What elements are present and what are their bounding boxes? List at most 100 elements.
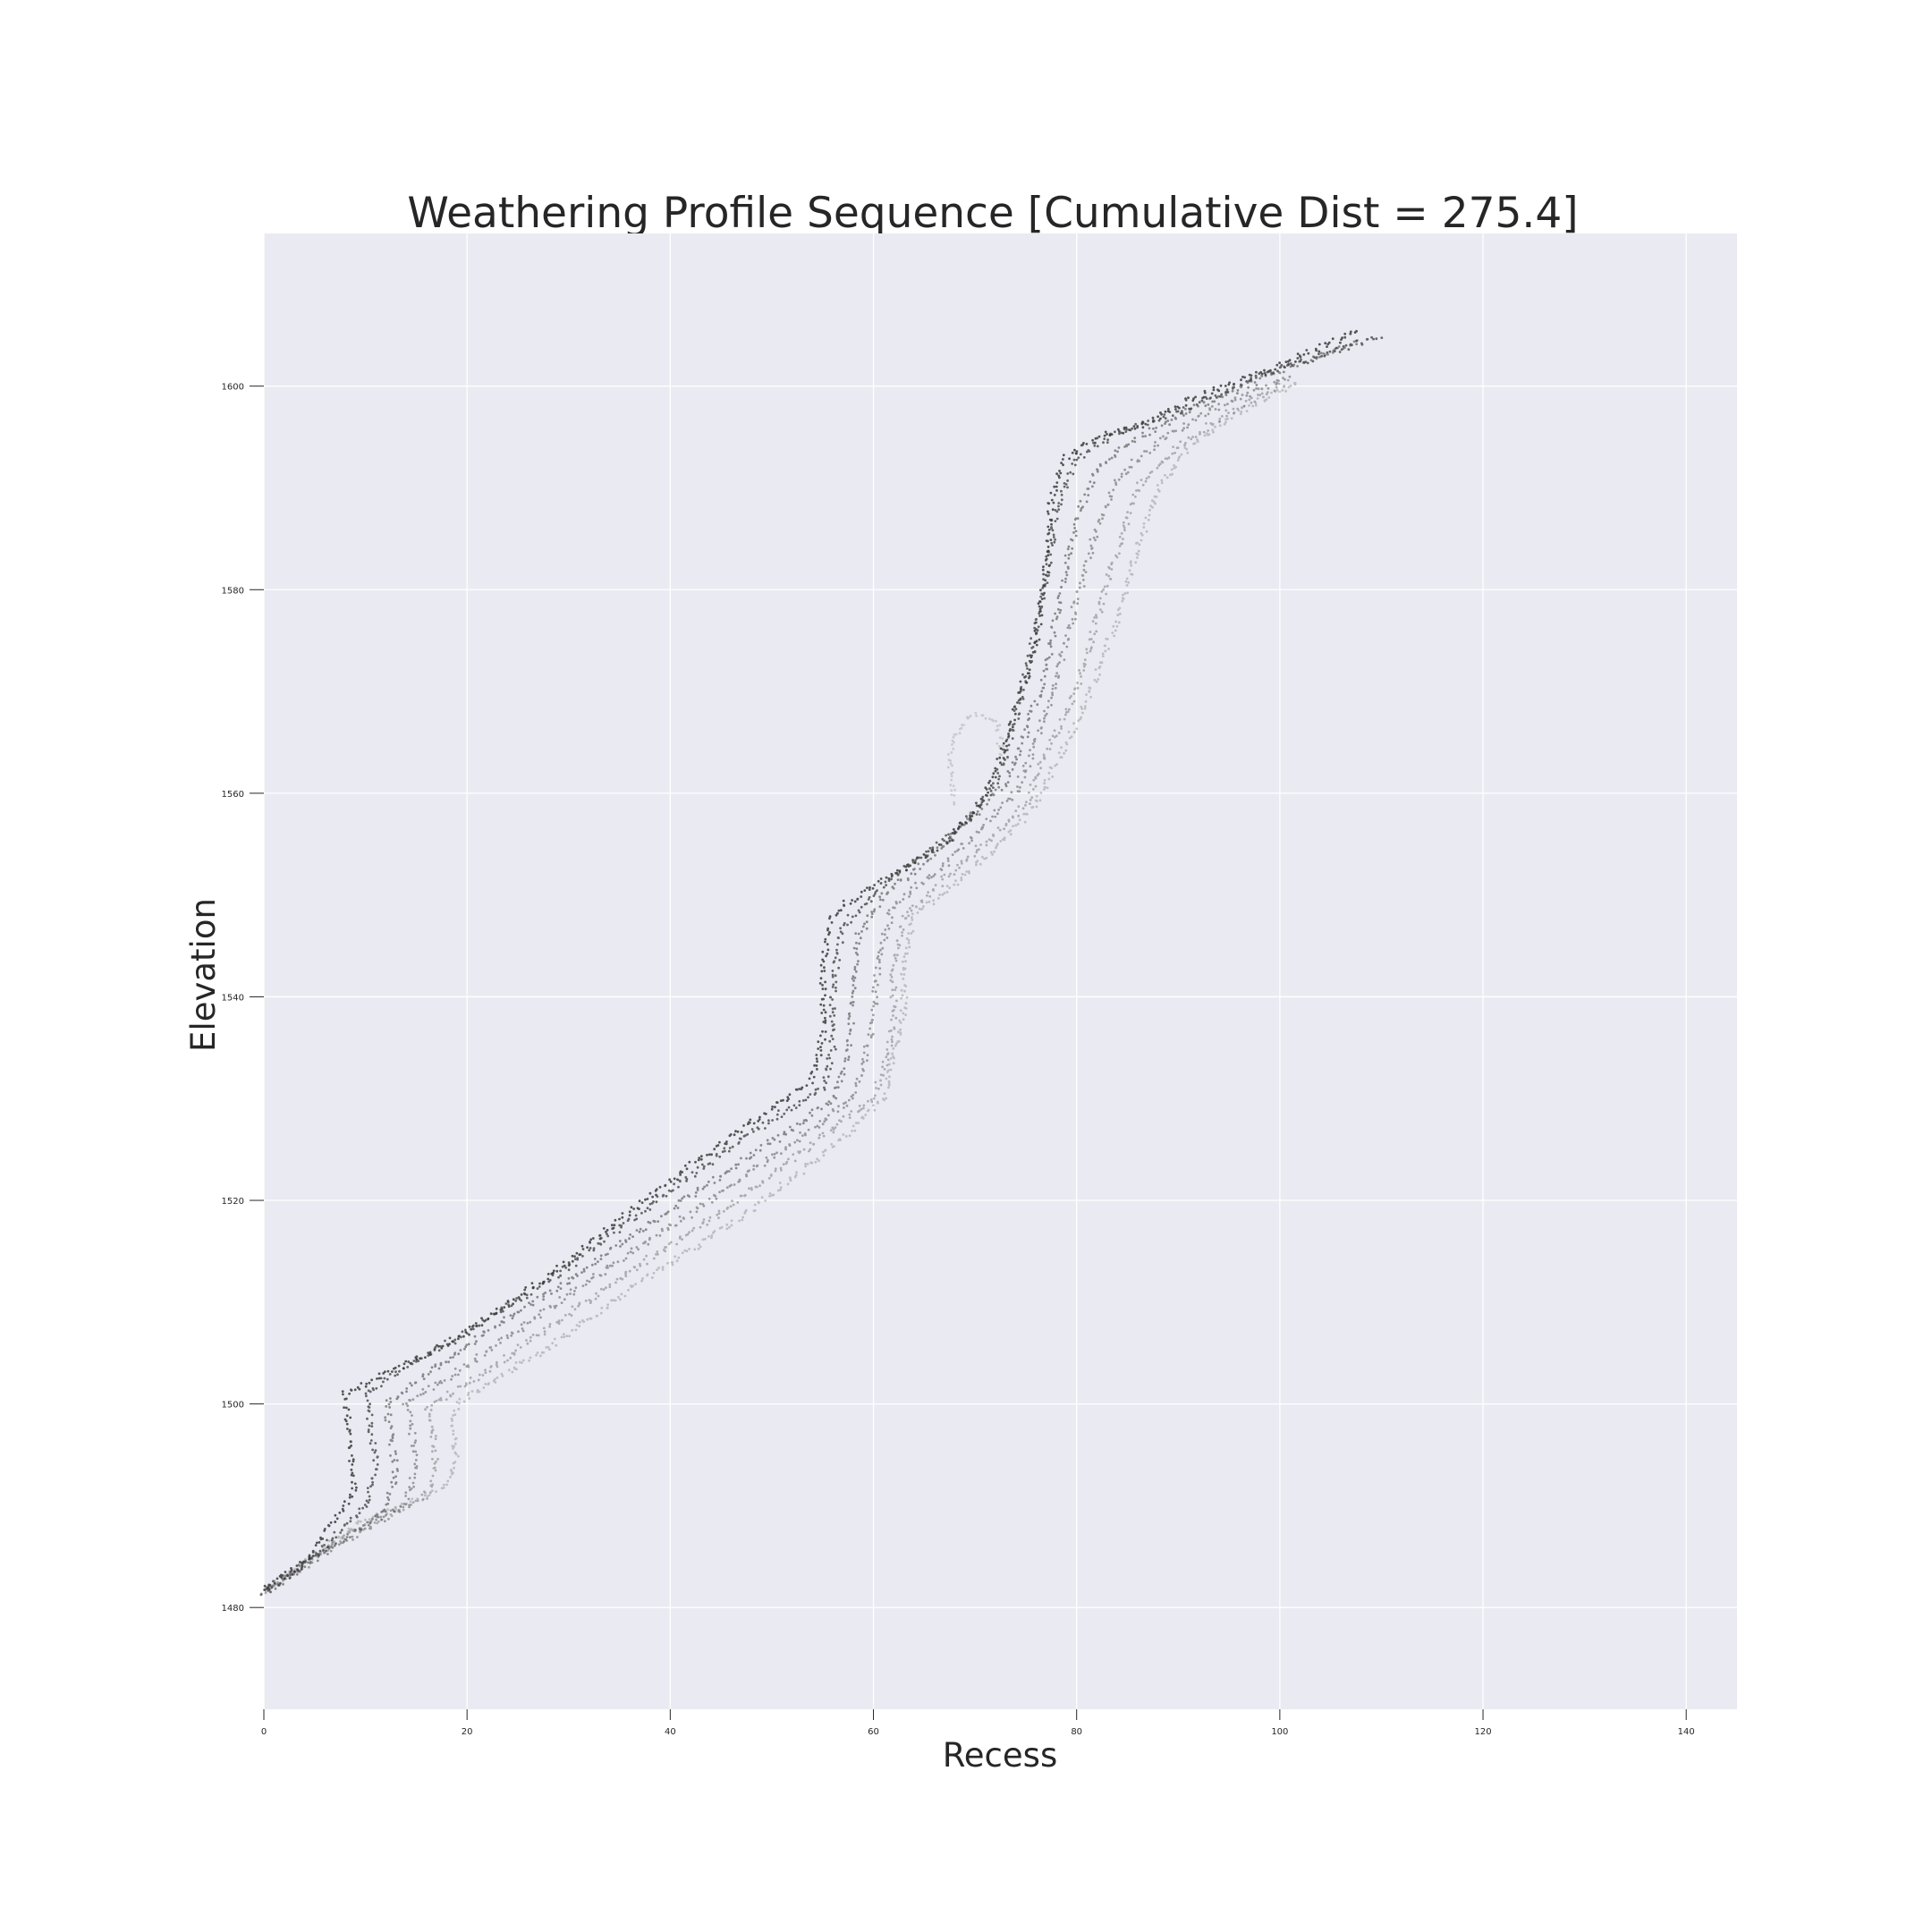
profile-point xyxy=(1043,720,1046,724)
profile-point xyxy=(980,714,984,716)
profile-point xyxy=(551,1342,555,1345)
profile-point xyxy=(710,1236,713,1240)
profile-point xyxy=(876,957,879,960)
profile-point xyxy=(752,1154,756,1157)
profile-point xyxy=(877,954,880,958)
profile-point xyxy=(318,1554,320,1557)
profile-point xyxy=(1153,495,1157,498)
profile-point xyxy=(938,894,941,896)
profile-point xyxy=(837,1075,841,1079)
profile-point xyxy=(850,1095,853,1098)
profile-point xyxy=(851,899,853,902)
profile-point xyxy=(1196,438,1199,441)
profile-point xyxy=(671,1261,674,1264)
profile-point xyxy=(1247,386,1250,389)
profile-point xyxy=(1220,393,1224,396)
profile-point xyxy=(767,1158,769,1162)
profile-point xyxy=(897,1030,900,1034)
profile-point xyxy=(368,1424,371,1428)
profile-point xyxy=(754,1185,758,1189)
profile-point xyxy=(480,1335,484,1337)
profile-point xyxy=(1114,554,1117,557)
profile-point xyxy=(1074,617,1077,621)
profile-point xyxy=(874,1094,877,1097)
profile-point xyxy=(902,973,906,976)
profile-point xyxy=(928,846,932,850)
profile-point xyxy=(765,1156,768,1159)
profile-point xyxy=(343,1534,345,1538)
profile-point xyxy=(837,909,841,912)
profile-point xyxy=(369,1521,372,1525)
profile-point xyxy=(1165,457,1169,461)
profile-point xyxy=(599,1236,603,1240)
profile-point xyxy=(900,972,902,976)
profile-point xyxy=(262,1588,266,1591)
profile-point xyxy=(932,875,936,877)
profile-point xyxy=(730,1167,733,1170)
profile-point xyxy=(370,1413,374,1417)
profile-point xyxy=(713,1182,716,1184)
profile-point xyxy=(619,1245,622,1248)
profile-point xyxy=(1030,637,1032,640)
profile-point xyxy=(1072,600,1076,604)
profile-point xyxy=(788,1176,792,1179)
profile-point xyxy=(458,1402,461,1405)
profile-point xyxy=(344,1406,348,1410)
profile-point xyxy=(950,793,953,796)
profile-point xyxy=(998,724,1002,727)
profile-point xyxy=(982,824,985,826)
profile-point xyxy=(839,927,842,930)
profile-point xyxy=(407,1497,411,1501)
profile-point xyxy=(594,1297,597,1301)
profile-point xyxy=(795,1088,799,1091)
profile-point xyxy=(1055,665,1059,668)
profile-point xyxy=(824,940,826,944)
profile-point xyxy=(661,1268,665,1271)
profile-point xyxy=(462,1400,466,1403)
profile-point xyxy=(431,1457,434,1461)
profile-point xyxy=(779,1186,783,1190)
profile-point xyxy=(1014,708,1018,711)
profile-point xyxy=(678,1179,682,1182)
profile-point xyxy=(1294,360,1297,363)
profile-point xyxy=(1079,581,1081,585)
profile-point xyxy=(1007,818,1011,822)
profile-point xyxy=(1098,597,1102,600)
profile-point xyxy=(832,1109,835,1113)
profile-point xyxy=(941,864,945,868)
profile-point xyxy=(327,1546,331,1550)
profile-point xyxy=(435,1399,438,1402)
profile-point xyxy=(996,843,999,845)
profile-point xyxy=(1254,403,1258,407)
profile-point xyxy=(980,826,984,829)
profile-point xyxy=(1058,718,1062,721)
profile-point xyxy=(1124,430,1128,433)
profile-point xyxy=(1258,394,1262,397)
profile-point xyxy=(851,1130,853,1132)
profile-point xyxy=(1289,365,1292,369)
profile-point xyxy=(786,1096,790,1098)
profile-point xyxy=(1131,427,1133,430)
profile-point xyxy=(816,1157,818,1161)
profile-point xyxy=(1255,376,1258,379)
profile-point xyxy=(1039,606,1043,609)
profile-point xyxy=(697,1158,700,1162)
profile-point xyxy=(1089,631,1092,633)
profile-point xyxy=(788,1143,791,1146)
profile-point xyxy=(376,1513,379,1517)
profile-point xyxy=(492,1379,496,1383)
profile-point xyxy=(804,1098,808,1102)
profile-point xyxy=(279,1581,282,1585)
profile-point xyxy=(635,1229,639,1232)
profile-point xyxy=(440,1487,444,1490)
profile-point xyxy=(394,1475,397,1479)
profile-point xyxy=(374,1473,377,1477)
profile-point xyxy=(450,1417,453,1420)
profile-point xyxy=(270,1586,274,1589)
profile-point xyxy=(1090,547,1093,550)
profile-point xyxy=(920,901,924,903)
profile-point xyxy=(1035,617,1038,621)
profile-point xyxy=(723,1149,726,1153)
profile-point xyxy=(1109,577,1112,580)
profile-point xyxy=(1270,391,1273,394)
